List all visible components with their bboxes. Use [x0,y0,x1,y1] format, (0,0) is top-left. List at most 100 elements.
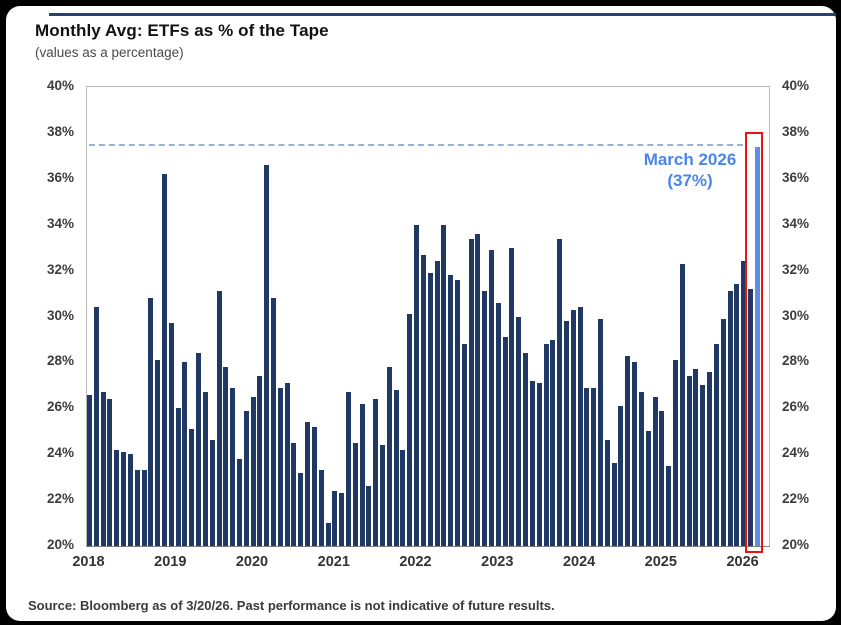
y-tick-label-right: 38% [782,123,810,139]
y-tick-label-right: 28% [782,353,810,369]
bar [223,367,229,546]
bar [618,406,624,546]
bar [414,224,419,546]
y-tick-label-left: 38% [46,123,74,139]
bar [230,387,236,546]
highlight-box [745,131,764,553]
bar [196,353,201,546]
bar [625,355,631,546]
bar [100,392,106,546]
bar [250,396,256,546]
bar [407,314,413,546]
x-tick-label-year: 2023 [481,554,514,570]
bar [175,408,181,546]
bar [529,380,535,546]
bar [489,249,494,546]
bar [182,362,188,546]
bar [563,321,569,546]
bar [550,339,556,546]
bar [454,279,460,546]
bar [373,399,379,546]
bar [604,440,610,546]
bar-highlight-march-2026 [754,146,760,546]
bar [468,238,474,546]
bar [284,383,290,546]
bar [420,254,426,546]
bar [666,465,672,546]
bar [638,392,644,546]
bar [611,463,617,546]
bar [380,445,385,546]
bar [318,470,324,546]
bar [686,376,692,546]
bar [700,385,706,546]
bar [236,458,242,546]
y-tick-label-left: 28% [46,353,74,369]
page-subtitle: (values as a percentage) [35,45,184,60]
y-tick-label-left: 22% [46,491,74,507]
source-note: Source: Bloomberg as of 3/20/26. Past pe… [28,598,555,613]
x-tick-label-year: 2022 [399,554,432,570]
bar [461,344,467,546]
bar [441,224,447,546]
bar [339,493,345,546]
y-tick-label-right: 32% [782,261,810,277]
bar [570,309,576,546]
bar [332,490,338,546]
bar [209,440,215,546]
bar [400,449,406,546]
bar [502,337,508,546]
y-tick-label-right: 22% [782,491,810,507]
y-tick-label-left: 34% [46,215,74,231]
bar [720,318,726,546]
bar [277,387,283,546]
bar [291,442,297,546]
reference-line [89,144,743,147]
bar [141,470,147,546]
y-tick-label-right: 26% [782,399,810,415]
bar [345,392,351,546]
bar [645,431,651,546]
bar [155,360,161,546]
bar [134,470,140,546]
y-tick-label-left: 30% [46,307,74,323]
y-tick-label-left: 40% [46,78,74,93]
bar [311,426,317,546]
bar [264,165,270,546]
y-tick-label-left: 20% [46,537,74,552]
bar [127,454,133,546]
plot-area: March 2026 (37%) [86,86,770,553]
bar [325,523,331,546]
bar [734,284,740,546]
bar [598,318,603,546]
annotation-march-2026: March 2026 (37%) [625,149,755,191]
bar [584,387,590,546]
bar [359,403,365,546]
bar [161,174,167,546]
y-tick-label-right: 20% [782,537,810,552]
bar [523,353,529,546]
x-tick-label-year: 2018 [72,554,105,570]
bar [632,362,638,546]
bar [352,442,358,546]
bar [386,367,392,546]
bar [679,263,685,546]
bar [148,298,154,546]
bar [591,387,597,546]
top-divider-rule [49,13,836,16]
x-tick-label-year: 2026 [726,554,759,570]
bar [271,298,276,546]
bar [107,399,113,546]
bar [257,376,263,546]
bar [393,389,399,546]
y-tick-label-right: 34% [782,215,810,231]
annotation-line2: (37%) [667,171,713,190]
bar [427,272,433,546]
bar [121,451,127,546]
bar [741,261,747,546]
bar [727,291,733,546]
x-tick-label-year: 2025 [644,554,677,570]
bar [557,238,563,546]
y-tick-label-right: 30% [782,307,810,323]
bar [577,307,583,546]
